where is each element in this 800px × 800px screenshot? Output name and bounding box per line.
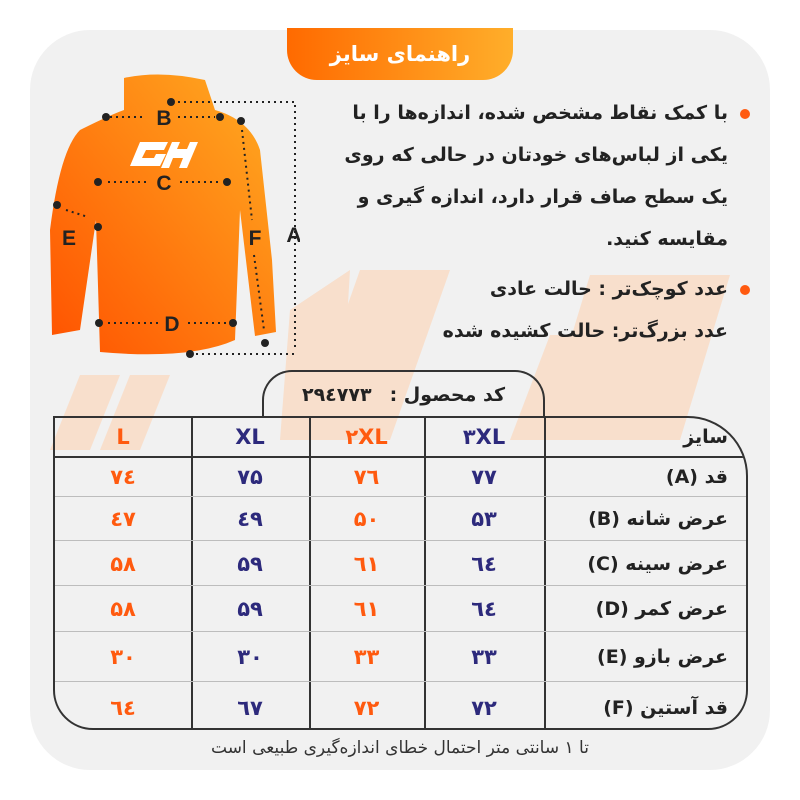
label-b: B (156, 107, 171, 130)
bullet-icon (740, 285, 750, 295)
hoodie-shape (50, 74, 276, 355)
size-value: ۳۳ (471, 645, 497, 669)
column-divider (191, 418, 193, 728)
column-divider (424, 418, 426, 728)
size-value: ٦۷ (237, 695, 263, 720)
label-f: F (249, 227, 262, 250)
table-row: عرض بازو (E) ۳۳ ۳۳ ۳۰ ۳۰ (55, 631, 746, 682)
size-value: ۵۹ (237, 551, 263, 576)
size-value: ۵۸ (110, 551, 136, 576)
size-value: ٦٤ (110, 695, 136, 720)
measurement-note: تا ۱ سانتی متر احتمال خطای اندازه‌گیری ط… (211, 738, 589, 758)
label-c: C (156, 172, 171, 195)
label-e: E (62, 227, 76, 250)
header-label: سایز (683, 426, 728, 448)
size-value: ۵۹ (237, 597, 263, 621)
table-row: قد آستین (F) ۷۲ ۷۲ ٦۷ ٦٤ (55, 681, 746, 728)
size-value: ٦٤ (471, 551, 497, 576)
label-d: D (164, 313, 179, 336)
size-value: ٦۱ (353, 551, 380, 576)
size-2xl: ۲XL (345, 425, 388, 449)
size-value: ٤۷ (110, 507, 136, 531)
row-label: عرض سینه (C) (587, 552, 728, 575)
size-value: ٦۱ (353, 597, 380, 621)
size-3xl: ۳XL (462, 425, 506, 449)
size-value: ۵۳ (471, 507, 497, 531)
table-header-row: سایز ۳XL ۲XL XL L (55, 418, 746, 458)
row-label: عرض بازو (E) (597, 646, 728, 668)
size-value: ٤۹ (237, 507, 263, 531)
size-value: ۵۰ (353, 507, 380, 531)
label-a: A (286, 224, 300, 247)
size-value: ۷۷ (471, 465, 497, 489)
size-value: ۷۲ (471, 695, 497, 720)
page-title: راهنمای سایز (287, 28, 513, 80)
size-value: ۷۲ (353, 695, 380, 720)
size-value: ٦٤ (471, 597, 497, 621)
table-row: قد (A) ۷۷ ۷٦ ۷۵ ۷٤ (55, 458, 746, 496)
size-value: ۷٤ (110, 465, 136, 489)
size-value: ۵۸ (110, 597, 136, 621)
row-label: قد آستین (F) (603, 696, 728, 719)
product-code-value: ۲۹٤۷۷۳ (301, 384, 372, 406)
size-value: ۳۰ (110, 645, 136, 669)
instruction-item: عدد بزرگ‌تر: حالت کشیده شده (442, 320, 728, 342)
hoodie-diagram: B C E F A D (50, 74, 300, 358)
column-divider (309, 418, 311, 728)
size-value: ۳۳ (353, 645, 380, 669)
instruction-item: با کمک نقاط مشخص شده، اندازه‌ها را با یک… (330, 92, 750, 260)
size-table: سایز ۳XL ۲XL XL L قد (A) ۷۷ ۷٦ ۷۵ ۷٤ عرض شانه… (53, 416, 748, 730)
row-label: عرض کمر (D) (595, 598, 728, 620)
product-code-label: کد محصول : (389, 384, 506, 406)
table-row: عرض شانه (B) ۵۳ ۵۰ ٤۹ ٤۷ (55, 496, 746, 541)
row-label: عرض شانه (B) (588, 508, 728, 530)
product-code-tab: کد محصول : ۲۹٤۷۷۳ (262, 370, 545, 418)
table-row: عرض کمر (D) ٦٤ ٦۱ ۵۹ ۵۸ (55, 585, 746, 632)
size-value: ۷٦ (353, 465, 380, 489)
size-l: L (116, 425, 130, 449)
instruction-item: عدد کوچک‌تر : حالت عادی (330, 268, 750, 310)
row-label: قد (A) (665, 466, 728, 488)
size-value: ۷۵ (237, 465, 263, 489)
bullet-icon (740, 109, 750, 119)
size-xl: XL (235, 425, 265, 449)
instructions: با کمک نقاط مشخص شده، اندازه‌ها را با یک… (330, 92, 750, 352)
table-row: عرض سینه (C) ٦٤ ٦۱ ۵۹ ۵۸ (55, 540, 746, 586)
size-value: ۳۰ (237, 645, 263, 669)
column-divider (544, 418, 546, 728)
brand-logo (130, 142, 198, 168)
